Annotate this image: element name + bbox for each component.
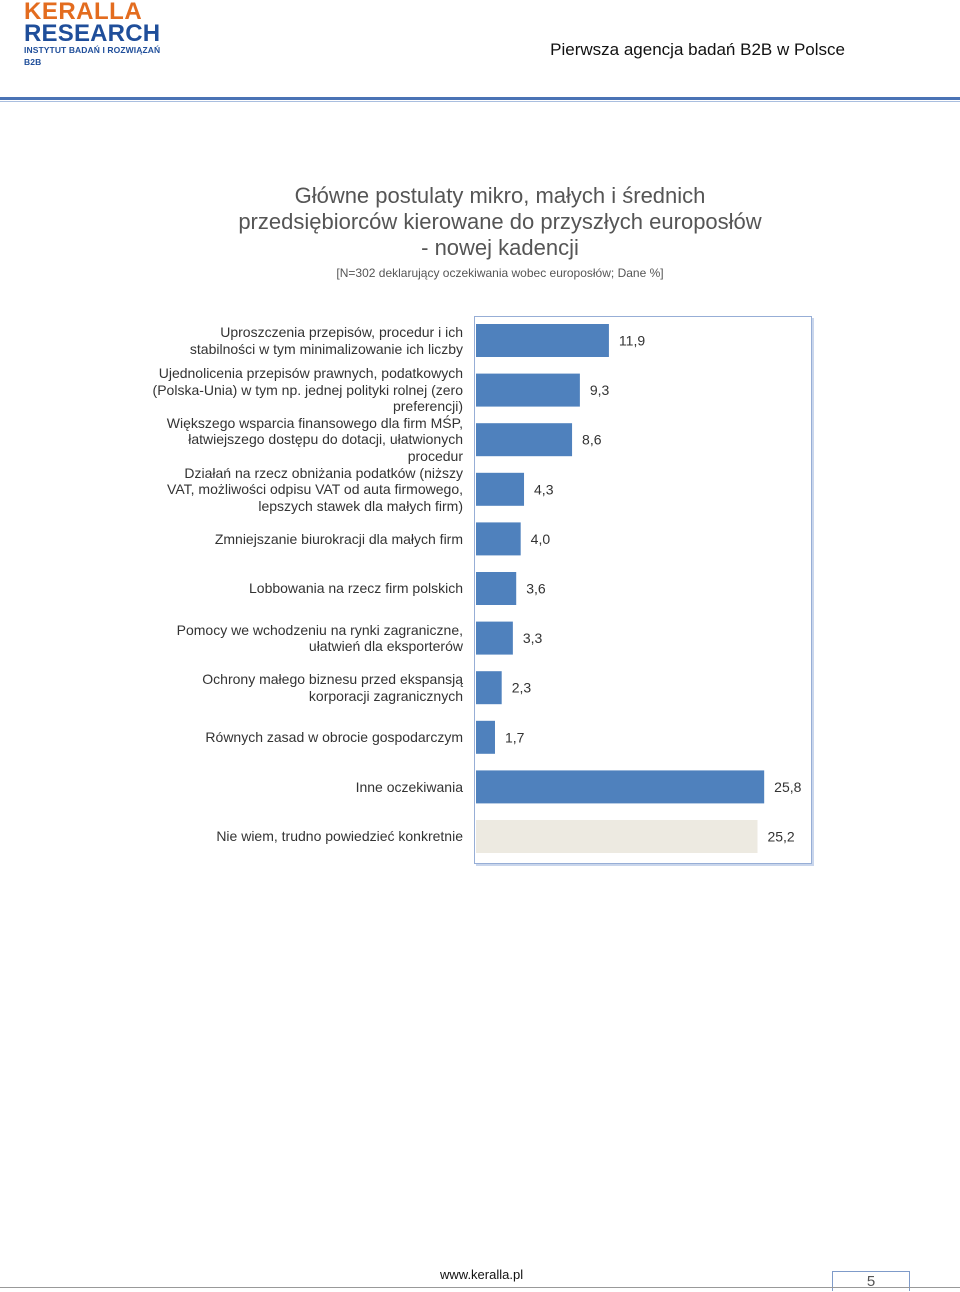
category-label-3: Większego wsparcia finansowego dla firm …: [133, 415, 463, 465]
category-label-line: korporacji zagranicznych: [308, 687, 463, 704]
category-label-line: preferencji): [392, 398, 463, 415]
category-label-line: Działań na rzecz obniżania podatków (niż…: [184, 464, 463, 481]
header-tagline: Pierwsza agencja badań B2B w Polsce: [550, 40, 845, 59]
bar-3: [476, 423, 573, 457]
category-label-line: łatwiejszego dostępu do dotacji, ułatwio…: [188, 431, 463, 448]
category-label-2: Ujednolicenia przepisów prawnych, podatk…: [133, 365, 463, 415]
bar-1: [476, 324, 609, 357]
category-label-7: Pomocy we wchodzeniu na rynki zagraniczn…: [133, 622, 463, 655]
header-divider-thin: [0, 101, 960, 102]
category-label-line: procedur: [407, 447, 463, 464]
value-label-6: 3,6: [526, 581, 546, 597]
value-label-9: 1,7: [505, 729, 525, 745]
category-label-1: Uproszczenia przepisów, procedur i ich st…: [133, 324, 463, 357]
chart-title-line-3: - nowej kadencji: [421, 235, 579, 260]
category-label-line: Większego wsparcia finansowego dla firm …: [166, 414, 463, 431]
logo-line-tagline: INSTYTUT BADAŃ I ROZWIĄZAŃ B2B: [24, 45, 161, 67]
bar-6: [476, 572, 517, 605]
footer-website-link[interactable]: www.keralla.pl: [440, 1267, 524, 1282]
category-label-line: VAT, możliwości odpisu VAT od auta firmo…: [167, 481, 463, 498]
category-label-line: Równych zasad w obrocie gospodarczym: [205, 729, 463, 746]
value-label-10: 25,8: [774, 779, 801, 795]
value-label-3: 8,6: [582, 432, 602, 448]
category-label-line: Inne oczekiwania: [355, 778, 463, 795]
value-label-1: 11,9: [619, 333, 645, 349]
value-label-5: 4,0: [531, 531, 551, 547]
bar-2: [476, 373, 580, 407]
value-label-11: 25,2: [767, 829, 794, 845]
category-label-8: Ochrony małego biznesu przed ekspansją ko…: [133, 671, 463, 704]
chart-title-line-1: Główne postulaty mikro, małych i średnic…: [294, 183, 706, 208]
value-label-4: 4,3: [534, 481, 554, 497]
header-divider: [0, 97, 960, 100]
category-label-line: stabilności w tym minimalizowanie ich li…: [189, 340, 463, 357]
category-label-line: Lobbowania na rzecz firm polskich: [249, 580, 463, 597]
chart-title-block: Główne postulaty mikro, małych i średnic…: [160, 183, 840, 281]
footer-divider: [0, 1287, 960, 1288]
category-label-line: Ujednolicenia przepisów prawnych, podatk…: [158, 365, 463, 382]
bar-9: [476, 720, 495, 754]
chart-subtitle: [N=302 deklarujący oczekiwania wobec eur…: [336, 266, 664, 280]
category-label-6: Lobbowania na rzecz firm polskich: [133, 580, 463, 597]
logo-line-keralla: KERALLA: [24, 0, 143, 25]
category-label-9: Równych zasad w obrocie gospodarczym: [133, 729, 463, 746]
category-label-line: Zmniejszanie biurokracji dla małych firm: [214, 530, 463, 547]
logo-line-research: RESEARCH: [24, 20, 161, 47]
bar-5: [476, 522, 521, 556]
bar-10: [476, 770, 765, 804]
value-label-8: 2,3: [512, 680, 532, 696]
category-label-5: Zmniejszanie biurokracji dla małych firm: [133, 531, 463, 548]
bar-11: [476, 820, 758, 853]
category-label-line: Nie wiem, trudno powiedzieć konkretnie: [216, 828, 463, 845]
page-number: 5: [832, 1271, 910, 1291]
category-label-line: (Polska-Unia) w tym np. jednej polityki …: [152, 381, 463, 398]
bar-4: [476, 472, 525, 506]
category-label-line: lepszych stawek dla małych firm): [258, 497, 463, 514]
category-label-line: Ochrony małego biznesu przed ekspansją: [202, 671, 463, 688]
category-label-4: Działań na rzecz obniżania podatków (niż…: [133, 465, 463, 515]
category-label-line: ułatwień dla eksporterów: [308, 638, 463, 655]
bar-8: [476, 671, 502, 705]
chart-title-line-2: przedsiębiorców kierowane do przyszłych …: [238, 209, 762, 234]
value-label-2: 9,3: [590, 382, 610, 398]
category-label-10: Inne oczekiwania: [133, 779, 463, 796]
value-label-7: 3,3: [523, 630, 543, 646]
category-label-11: Nie wiem, trudno powiedzieć konkretnie: [133, 828, 463, 845]
category-label-line: Uproszczenia przepisów, procedur i ich: [220, 324, 463, 340]
bar-7: [476, 621, 513, 655]
category-label-line: Pomocy we wchodzeniu na rynki zagraniczn…: [176, 621, 463, 638]
company-logo: KERALLA RESEARCH INSTYTUT BADAŃ I ROZWIĄ…: [24, 0, 164, 68]
